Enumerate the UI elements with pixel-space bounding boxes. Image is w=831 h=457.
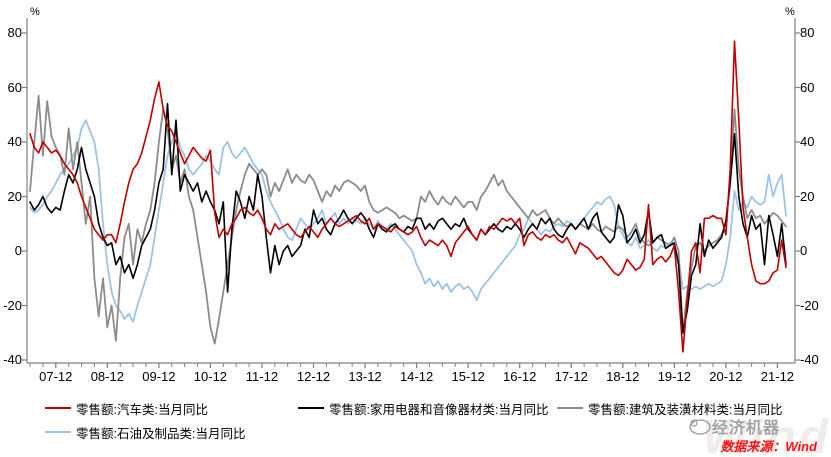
- y-axis-label-right: -20: [800, 297, 819, 313]
- x-axis-label: 11-12: [245, 369, 279, 384]
- y-axis-label-right: 60: [800, 79, 815, 95]
- x-axis-label: 12-12: [296, 369, 331, 384]
- legend-label-petroleum: 零售额:石油及制品类:当月同比: [76, 426, 246, 441]
- x-axis-label: 17-12: [554, 369, 588, 384]
- y-axis-label-right: 80: [800, 25, 815, 40]
- series-line-1: [29, 103, 787, 334]
- legend-swatch-building-materials: [557, 407, 583, 409]
- y-axis-label-left: 0: [14, 243, 22, 258]
- series-line-3: [29, 119, 787, 323]
- x-axis-label: 13-12: [348, 369, 382, 384]
- x-axis-label: 18-12: [606, 369, 640, 384]
- legend-label-building-materials: 零售额:建筑及装潢材料类:当月同比: [588, 402, 783, 417]
- x-axis-label: 15-12: [451, 369, 485, 384]
- data-source-label: 数据来源：Wind: [720, 439, 817, 454]
- x-axis-label: 19-12: [657, 369, 691, 384]
- x-axis-label: 08-12: [90, 369, 124, 384]
- y-axis-unit-right: %: [785, 6, 795, 18]
- brand-logo-block: 经济机器: [688, 414, 780, 438]
- legend-label-appliances: 零售额:家用电器和音像器材类:当月同比: [329, 402, 549, 417]
- legend-label-autos: 零售额:汽车类:当月同比: [76, 402, 208, 417]
- x-axis-label: 10-12: [193, 369, 228, 384]
- legend-swatch-appliances: [298, 407, 324, 409]
- y-axis-label-left: -40: [3, 352, 22, 367]
- wind-watermark: Wind: [702, 411, 831, 457]
- y-axis-label-left: 80: [7, 25, 22, 40]
- x-axis-label: 16-12: [503, 369, 537, 384]
- y-axis-label-left: 40: [7, 134, 22, 149]
- legend-item-petroleum: 零售额:石油及制品类:当月同比: [45, 424, 246, 441]
- x-axis-label: 14-12: [399, 369, 434, 384]
- sheep-doodle-icon: [689, 419, 711, 435]
- legend-item-appliances: 零售额:家用电器和音像器材类:当月同比: [298, 400, 549, 417]
- y-axis-unit-left: %: [30, 6, 40, 18]
- legend-swatch-autos: [45, 407, 71, 409]
- x-axis-label: 20-12: [709, 369, 743, 384]
- y-axis-label-right: 40: [800, 134, 815, 149]
- series-line-2: [29, 94, 787, 345]
- brand-name: 经济机器: [712, 420, 781, 437]
- legend-item-autos: 零售额:汽车类:当月同比: [45, 400, 208, 417]
- legend-item-building-materials: 零售额:建筑及装潢材料类:当月同比: [557, 400, 783, 417]
- y-axis-label-left: 60: [7, 79, 22, 95]
- series-line-0: [29, 40, 787, 353]
- y-axis-label-right: 0: [800, 243, 808, 258]
- y-axis-label-right: 20: [800, 188, 815, 204]
- legend-swatch-petroleum: [45, 431, 71, 433]
- x-axis-label: 09-12: [142, 369, 176, 384]
- y-axis-label-left: 20: [7, 188, 22, 204]
- x-axis-label: 07-12: [39, 369, 73, 384]
- x-axis-label: 21-12: [760, 369, 795, 384]
- y-axis-label-right: -40: [800, 352, 819, 367]
- y-axis-label-left: -20: [3, 297, 22, 313]
